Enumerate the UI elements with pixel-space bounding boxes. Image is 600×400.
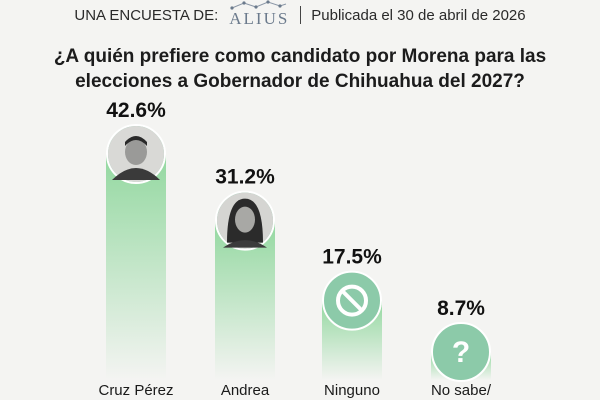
question-line-1: ¿A quién prefiere como candidato por Mor… xyxy=(53,46,547,67)
hair xyxy=(125,136,147,146)
value-label-1: 31.2% xyxy=(215,166,275,189)
logo-dots-icon xyxy=(230,0,287,10)
category-label-0: Cruz Pérez xyxy=(98,382,173,399)
prohibited-ring xyxy=(336,284,368,317)
brand-name: ALIUS xyxy=(229,8,290,28)
question-line-2: elecciones a Gobernador de Chihuahua del… xyxy=(75,71,525,92)
value-label-3: 8.7% xyxy=(437,297,485,320)
prohibited-icon xyxy=(322,270,382,331)
face xyxy=(235,206,255,233)
header-divider xyxy=(300,6,302,24)
woman-portrait-photo xyxy=(215,190,275,251)
marker-circle-3 xyxy=(431,322,491,382)
category-label-3: No sabe/ xyxy=(431,382,492,399)
shoulders xyxy=(223,240,267,248)
face xyxy=(125,139,147,165)
man-portrait-photo xyxy=(106,124,166,184)
value-label-2: 17.5% xyxy=(322,246,382,269)
shoulders xyxy=(112,168,160,180)
header-bar: UNA ENCUESTA DE: ALIUS Publicada el 30 d… xyxy=(0,0,600,30)
prohibited-slash xyxy=(340,289,364,313)
survey-label: UNA ENCUESTA DE: xyxy=(74,6,219,24)
value-label-0: 42.6% xyxy=(106,99,166,122)
bar-0 xyxy=(106,154,166,380)
published-date: Publicada el 30 de abril de 2026 xyxy=(311,6,526,24)
alius-logo: ALIUS xyxy=(228,0,290,27)
question-title: ¿A quién prefiere como candidato por Mor… xyxy=(40,44,560,94)
category-label-1: Andrea xyxy=(221,382,270,399)
category-label-2: Ninguno xyxy=(324,382,380,399)
question-mark-icon: ? xyxy=(431,322,491,382)
question-glyph: ? xyxy=(452,336,470,369)
